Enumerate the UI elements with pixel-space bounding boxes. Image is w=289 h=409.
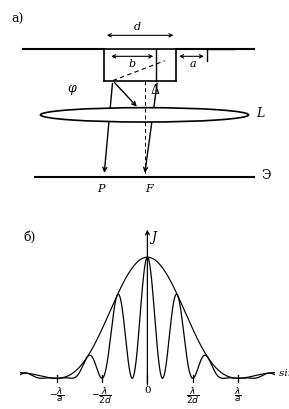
Text: $-\dfrac{\lambda}{2d}$: $-\dfrac{\lambda}{2d}$ (91, 386, 112, 407)
Text: $-\dfrac{\lambda}{a}$: $-\dfrac{\lambda}{a}$ (49, 386, 64, 405)
Text: а): а) (12, 13, 24, 26)
Text: d: d (134, 22, 141, 32)
Text: J: J (151, 231, 156, 243)
Text: б): б) (23, 231, 36, 243)
Text: 0: 0 (144, 386, 151, 395)
Text: Э: Э (262, 169, 271, 182)
Text: φ: φ (68, 82, 77, 95)
Text: a: a (190, 58, 196, 69)
Ellipse shape (40, 108, 249, 122)
Text: sin φ: sin φ (279, 369, 289, 378)
Text: F: F (145, 184, 153, 194)
Text: b: b (129, 58, 136, 69)
Text: L: L (256, 107, 264, 120)
Text: Δ: Δ (150, 84, 159, 97)
Text: $\dfrac{\lambda}{a}$: $\dfrac{\lambda}{a}$ (234, 386, 242, 405)
Text: P: P (97, 184, 105, 194)
Text: $\dfrac{\lambda}{2d}$: $\dfrac{\lambda}{2d}$ (186, 386, 199, 407)
